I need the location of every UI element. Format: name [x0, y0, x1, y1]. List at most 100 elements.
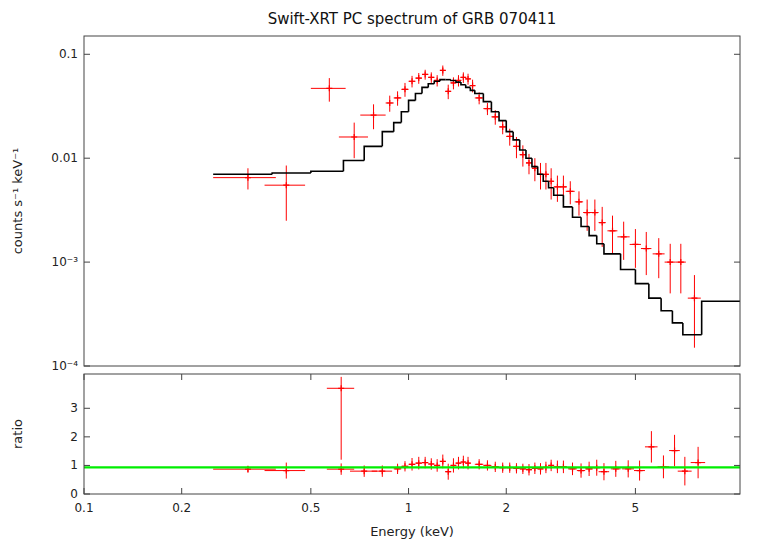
data-point — [409, 76, 416, 88]
data-point — [428, 72, 434, 83]
data-point — [483, 103, 491, 115]
model-step — [364, 146, 382, 160]
model-step — [475, 90, 484, 93]
x-tick — [635, 374, 636, 380]
marker — [395, 95, 401, 101]
marker — [695, 460, 701, 466]
y-tick — [84, 465, 90, 466]
data-point — [415, 73, 422, 84]
x-tick — [408, 374, 409, 380]
data-point — [653, 238, 665, 278]
marker — [416, 75, 422, 81]
y-tick — [734, 408, 740, 409]
data-point — [327, 377, 354, 460]
model-step — [506, 121, 513, 132]
plot-area — [84, 377, 740, 486]
marker — [656, 251, 662, 257]
model-step — [573, 207, 582, 217]
model-step — [604, 244, 621, 254]
data-point — [645, 431, 658, 462]
marker — [245, 175, 251, 181]
marker — [428, 461, 434, 467]
marker — [599, 220, 605, 226]
marker — [465, 460, 471, 466]
data-point — [526, 464, 532, 475]
marker — [409, 78, 415, 84]
data-point — [641, 232, 651, 275]
x-tick — [506, 488, 507, 494]
data-point — [665, 244, 676, 294]
x-tick — [181, 374, 182, 380]
data-point — [585, 462, 593, 476]
model-step — [470, 87, 474, 90]
model-step — [483, 93, 491, 101]
marker — [338, 385, 344, 391]
y-error-bar — [612, 216, 613, 254]
y-error-bar — [680, 244, 681, 294]
model-step — [672, 311, 682, 323]
data-point — [526, 154, 532, 174]
marker — [576, 199, 582, 205]
reference-line — [84, 466, 740, 468]
marker — [351, 134, 357, 140]
marker — [440, 458, 446, 464]
data-point — [520, 145, 526, 166]
plot-area — [213, 66, 740, 348]
data-point — [520, 464, 526, 474]
data-point — [360, 104, 385, 129]
chart: 10⁻⁴10⁻³0.010.1Swift-XRT PC spectrum of … — [0, 0, 758, 556]
model-step — [272, 173, 311, 174]
x-tick-label: 2 — [502, 501, 510, 515]
x-error-bar — [213, 469, 276, 470]
data-point — [499, 121, 506, 135]
model-step — [581, 217, 589, 226]
model-step — [422, 87, 428, 93]
data-point — [538, 463, 544, 474]
y-error-bar — [602, 207, 603, 247]
model-step — [461, 82, 466, 85]
model-step — [513, 132, 520, 140]
y-tick-label: 10⁻³ — [52, 255, 79, 269]
model-step — [456, 80, 461, 82]
marker — [428, 74, 434, 80]
marker — [361, 468, 367, 474]
marker — [476, 95, 482, 101]
marker — [667, 259, 673, 265]
y-tick — [734, 465, 740, 466]
x-tick-label: 0.1 — [74, 501, 93, 515]
data-point — [566, 181, 575, 204]
model-step — [661, 298, 672, 311]
model-step — [702, 301, 740, 334]
data-point — [688, 275, 701, 348]
plot-frame — [84, 374, 740, 494]
marker — [567, 188, 573, 194]
y-tick-label: 0.01 — [51, 151, 78, 165]
data-point — [599, 463, 610, 480]
marker — [445, 469, 451, 475]
model-step — [621, 254, 636, 270]
marker — [632, 241, 638, 247]
plot-frame — [84, 36, 740, 366]
marker — [379, 468, 385, 474]
model-step — [491, 102, 499, 112]
data-point — [678, 457, 692, 486]
y-error-bar — [623, 222, 624, 260]
data-point — [634, 461, 645, 481]
y-error-bar — [646, 232, 647, 275]
x-error-bar — [213, 177, 276, 178]
marker — [526, 160, 532, 166]
plot-background — [84, 36, 740, 366]
marker — [402, 86, 408, 92]
model-step — [428, 84, 434, 88]
y-tick — [734, 158, 740, 159]
y-tick — [734, 262, 740, 263]
data-point — [611, 461, 621, 477]
x-tick-label: 1 — [405, 501, 413, 515]
x-tick-label: 0.2 — [172, 501, 191, 515]
model-step — [409, 100, 416, 111]
model-step — [538, 167, 544, 175]
data-point — [622, 460, 634, 477]
data-point — [409, 458, 416, 471]
data-point — [669, 435, 680, 466]
data-point — [401, 83, 408, 97]
